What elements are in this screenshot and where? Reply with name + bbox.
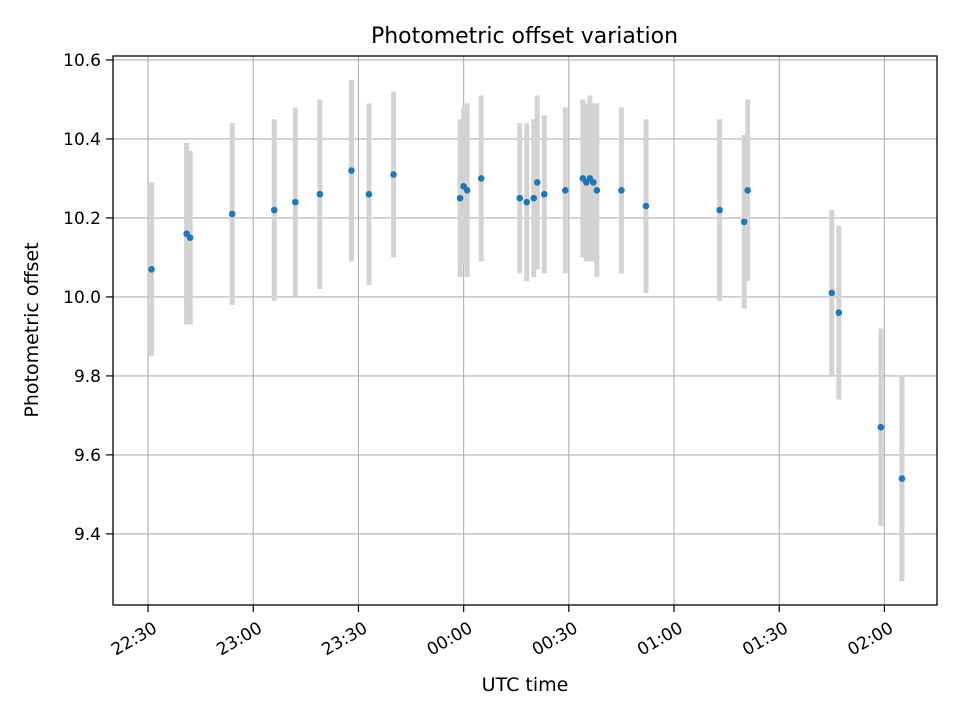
data-point: [365, 190, 373, 198]
y-tick-label: 10.4: [63, 130, 101, 150]
data-point: [716, 206, 723, 214]
data-point: [642, 202, 650, 210]
y-axis-label: Photometric offset: [21, 242, 43, 417]
data-point: [463, 186, 471, 194]
data-point: [148, 265, 155, 273]
data-point: [744, 186, 751, 194]
x-axis-label: UTC time: [482, 674, 569, 696]
data-point: [740, 218, 748, 226]
y-tick-label: 10.2: [63, 209, 101, 229]
data-point: [228, 210, 236, 218]
data-point: [540, 190, 548, 198]
data-point: [292, 198, 299, 206]
data-point: [348, 167, 355, 174]
y-tick-label: 9.4: [74, 525, 101, 545]
data-point: [516, 194, 524, 202]
data-point: [456, 194, 464, 202]
y-tick-label: 10.0: [63, 288, 101, 308]
y-tick-label: 9.6: [74, 446, 101, 466]
data-point: [593, 186, 601, 194]
data-point: [316, 190, 324, 198]
chart-title: Photometric offset variation: [371, 24, 678, 49]
data-point: [533, 179, 541, 186]
data-point: [390, 171, 397, 178]
data-point: [477, 175, 485, 182]
data-point: [828, 289, 836, 297]
data-point: [186, 234, 194, 241]
y-tick-label: 9.8: [74, 367, 101, 387]
data-point: [618, 186, 625, 194]
data-point: [562, 186, 569, 194]
data-point: [590, 179, 597, 186]
plot-frame: [112, 55, 938, 606]
y-tick-label: 10.6: [63, 51, 101, 71]
data-point: [270, 206, 278, 214]
data-point: [523, 198, 531, 206]
y-axis: 9.4 9.6 9.8 10.0 10.2 10.4 10.6: [63, 51, 113, 545]
data-point: [898, 475, 906, 482]
data-point: [835, 309, 843, 317]
data-points: [148, 167, 906, 482]
data-point: [530, 194, 538, 202]
data-point: [877, 423, 885, 431]
